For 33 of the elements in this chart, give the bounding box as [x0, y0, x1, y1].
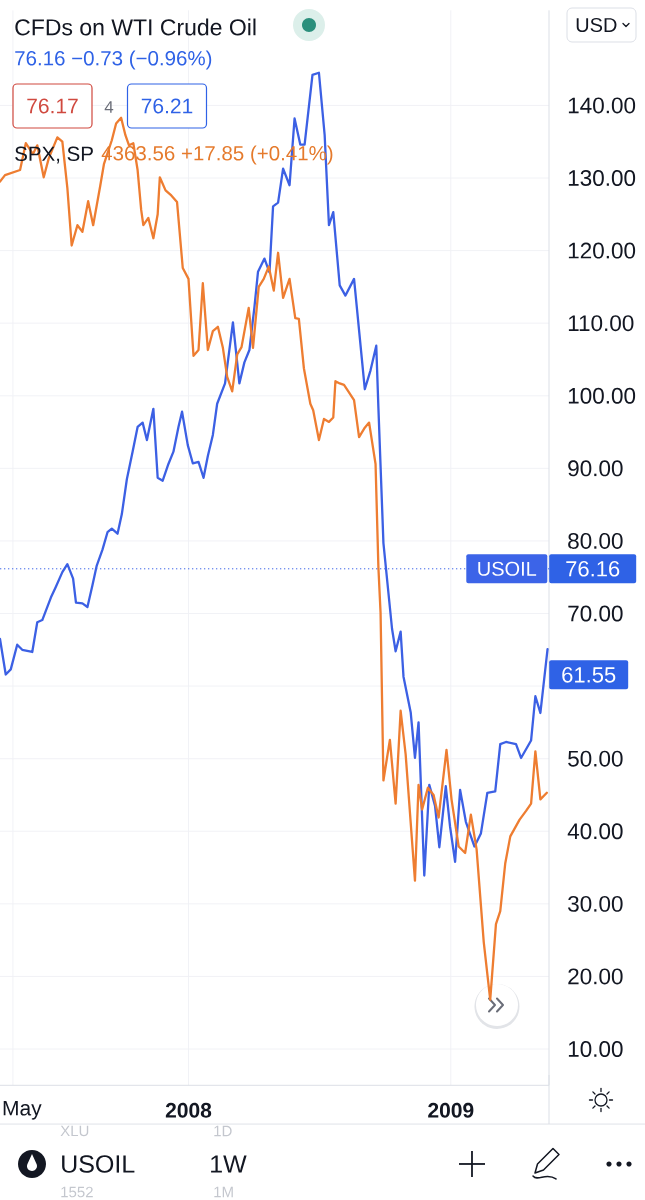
chart-title: CFDs on WTI Crude Oil	[15, 18, 256, 36]
text: 76.16 −0.73 (−0.96%)	[15, 50, 212, 70]
y-tick-label: 130.00	[568, 170, 636, 186]
ref-line-label: USOIL	[478, 561, 537, 576]
line-series	[0, 116, 548, 1001]
text: USD	[576, 17, 617, 33]
text: XLU	[60, 1125, 89, 1137]
y-tick-label: 30.00	[568, 895, 623, 912]
text: USOIL	[62, 1155, 135, 1173]
y-tick-label: 110.00	[568, 315, 634, 332]
y-tick-label: 90.00	[568, 460, 623, 477]
x-tick-label: 2008	[165, 1102, 212, 1118]
annotation: 76.21	[141, 98, 193, 114]
line-series	[0, 71, 549, 877]
y-tick-label: 50.00	[568, 750, 623, 767]
y-tick-label: 40.00	[567, 823, 623, 840]
text: 1W	[211, 1155, 247, 1173]
annotation: 61.55	[562, 667, 616, 683]
y-tick-label: 20.00	[568, 968, 623, 985]
y-tick-label: 10.00	[568, 1041, 623, 1057]
annotation: 76.17	[27, 98, 78, 114]
y-tick-label: 70.00	[568, 605, 623, 622]
annotation: 4	[104, 101, 114, 113]
annotation: 76.16	[566, 561, 620, 577]
y-tick-label: 140.00	[568, 97, 636, 114]
text: 1M	[214, 1186, 233, 1198]
text: 1552	[61, 1186, 93, 1198]
y-tick-label: 120.00	[568, 242, 636, 259]
x-tick-label: May	[3, 1100, 42, 1120]
y-tick-label: 100.00	[568, 387, 636, 404]
x-tick-label: 2009	[428, 1102, 474, 1118]
text: 1D	[214, 1125, 232, 1137]
y-tick-label: 80.00	[568, 532, 623, 549]
